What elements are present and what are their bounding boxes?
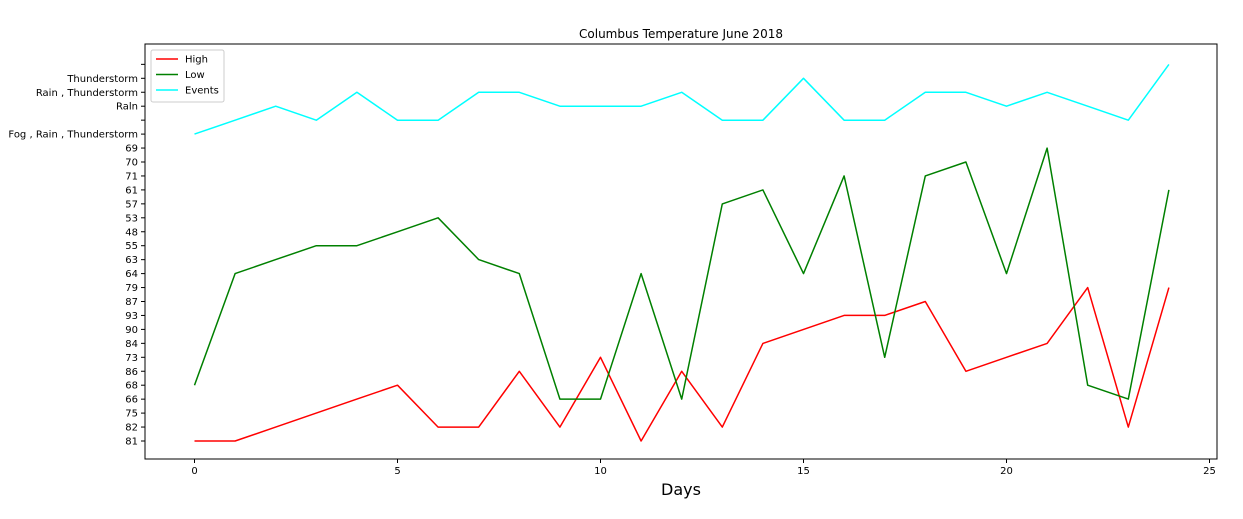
series-line-high — [194, 286, 1170, 442]
y-tick-label: 81 — [125, 437, 138, 448]
y-tick-label: 55 — [125, 241, 138, 252]
legend-label-events: Events — [185, 86, 219, 97]
y-tick-label: 57 — [125, 199, 138, 210]
x-tick-label: 5 — [394, 466, 400, 477]
y-tick-label: 90 — [125, 325, 138, 336]
y-tick-label: 61 — [125, 185, 138, 196]
y-tick-label: 63 — [125, 255, 138, 266]
y-tick-label: 71 — [125, 171, 138, 182]
y-tick-label: Thunderstorm — [66, 74, 138, 85]
legend-label-high: High — [185, 55, 208, 66]
legend-label-low: Low — [185, 70, 205, 81]
series-group — [193, 63, 1170, 442]
x-tick-label: 0 — [191, 466, 197, 477]
legend-box — [150, 49, 225, 103]
y-tick-label: 53 — [125, 213, 138, 224]
x-tick-label: 25 — [1203, 466, 1216, 477]
y-tick-label: 84 — [125, 339, 138, 350]
series-line-low — [193, 147, 1170, 400]
y-tick-label: 48 — [125, 227, 138, 238]
y-tick-label: 69 — [125, 144, 138, 155]
y-tick-label: 66 — [125, 395, 138, 406]
y-tick-label: 87 — [125, 297, 138, 308]
y-tick-label: 68 — [125, 381, 138, 392]
y-tick-label: 64 — [125, 269, 138, 280]
legend: High Low Events — [150, 49, 225, 103]
y-tick-label: 93 — [125, 311, 138, 322]
x-tick-label: 20 — [1000, 466, 1013, 477]
y-tick-label: 75 — [125, 409, 138, 420]
y-tick-label: Raln — [116, 102, 138, 113]
y-tick-label: Fog , Rain , Thunderstorm — [8, 130, 138, 141]
y-tick-label: 86 — [125, 367, 138, 378]
y-tick-label: 73 — [125, 353, 138, 364]
y-tick-label: Rain , Thunderstorm — [36, 88, 138, 99]
x-axis: 0 5 10 15 20 25 — [191, 459, 1216, 477]
y-tick-label: 79 — [125, 283, 138, 294]
chart-title: Columbus Temperature June 2018 — [579, 27, 783, 41]
x-axis-label: Days — [661, 480, 701, 499]
y-axis: 81 82 75 66 68 86 73 84 90 93 87 79 64 63 55 48 53 57 61 71… — [8, 63, 145, 448]
y-tick-label: 70 — [125, 158, 138, 169]
y-tick-label: 82 — [125, 423, 138, 434]
x-tick-label: 15 — [797, 466, 810, 477]
plot-area — [144, 43, 1218, 460]
x-tick-label: 10 — [594, 466, 607, 477]
series-line-events — [194, 63, 1170, 135]
